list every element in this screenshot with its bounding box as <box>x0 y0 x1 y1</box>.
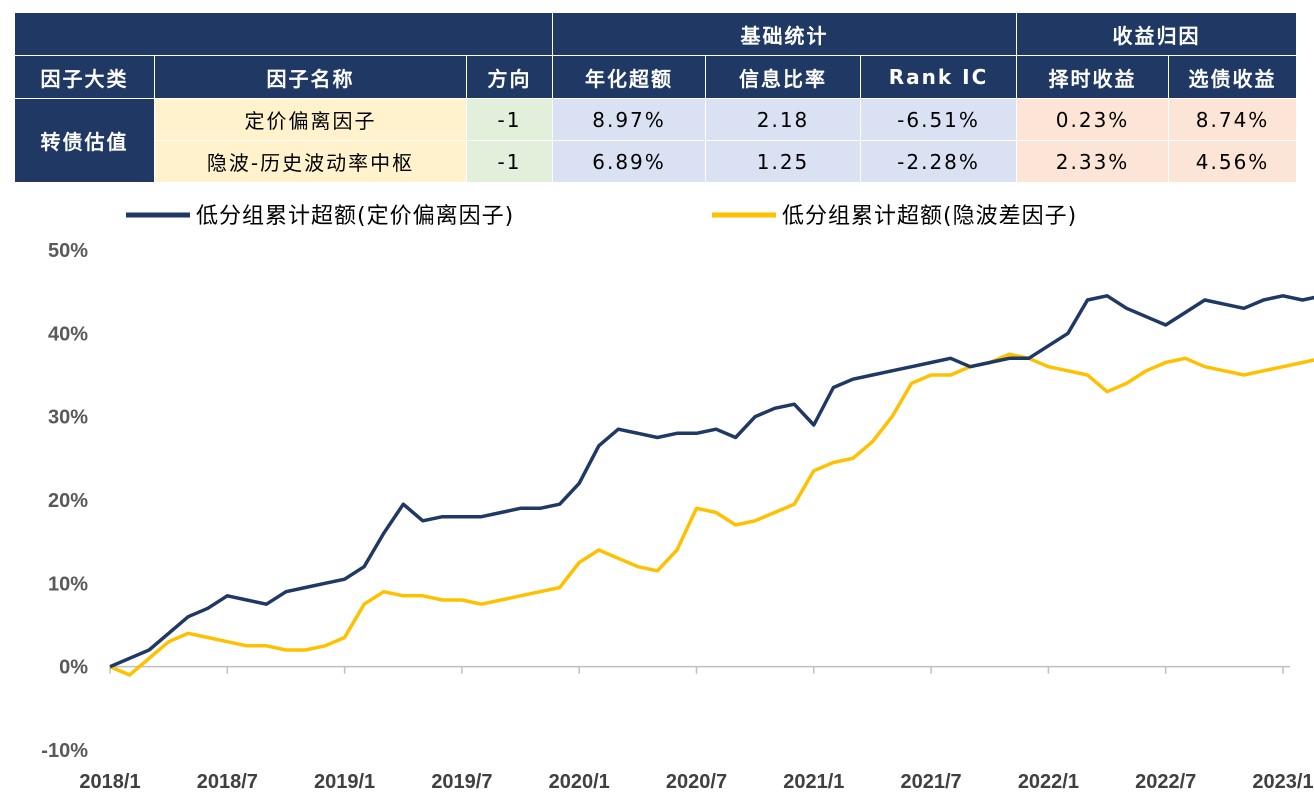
factor-name-cell: 隐波-历史波动率中枢 <box>154 140 467 183</box>
series-line-2 <box>109 352 1314 677</box>
x-tick-label: 2021/7 <box>901 771 962 793</box>
y-tick-label: 20% <box>48 490 88 512</box>
factor-name-cell: 定价偏离因子 <box>154 98 467 141</box>
x-axis: 2018/1 2018/7 2019/1 2019/7 2020/1 2020/7 2021… <box>79 665 1314 793</box>
annual-excess-cell: 6.89% <box>552 140 707 183</box>
legend: 低分组累计超额(定价偏离因子) 低分组累计超额(隐波差因子) <box>126 204 1077 229</box>
y-tick-label: 50% <box>48 240 88 262</box>
col-header-category: 因子大类 <box>14 55 155 99</box>
group-header-blank <box>13 12 554 56</box>
x-tick-label: 2022/1 <box>1018 771 1079 793</box>
table-row: 隐波-历史波动率中枢 -1 6.89% 1.25 -2.28% 2.33% 4.… <box>15 140 1298 183</box>
column-header-row: 因子大类 因子名称 方向 年化超额 信息比率 Rank IC 择时收益 选债收益 <box>14 55 1298 99</box>
x-tick-label: 2020/7 <box>666 771 727 793</box>
info-ratio-cell: 2.18 <box>705 98 862 141</box>
annual-excess-cell: 8.97% <box>552 98 707 141</box>
selection-cell: 4.56% <box>1168 140 1298 183</box>
cumulative-excess-line-chart: 低分组累计超额(定价偏离因子) 低分组累计超额(隐波差因子) 50% 40% 30%… <box>41 204 1314 793</box>
y-tick-label: 0% <box>59 657 88 679</box>
timing-cell: 0.23% <box>1016 98 1170 141</box>
x-tick-label: 2023/1 <box>1252 771 1313 793</box>
info-ratio-cell: 1.25 <box>705 140 862 183</box>
group-header-row: 基础统计 收益归因 <box>13 12 1298 56</box>
direction-cell: -1 <box>465 140 554 183</box>
timing-cell: 2.33% <box>1016 140 1170 183</box>
series-lines <box>109 294 1314 677</box>
col-header-info-ratio: 信息比率 <box>705 55 862 99</box>
col-header-name: 因子名称 <box>154 55 467 99</box>
category-cell: 转债估值 <box>14 98 155 183</box>
x-tick-label: 2019/7 <box>431 771 492 793</box>
direction-cell: -1 <box>465 98 554 141</box>
x-tick-label: 2018/7 <box>197 771 258 793</box>
col-header-timing: 择时收益 <box>1016 55 1170 99</box>
table-row: 转债估值 定价偏离因子 -1 8.97% 2.18 -6.51% 0.23% 8… <box>14 98 1298 183</box>
y-axis: 50% 40% 30% 20% 10% 0% -10% <box>41 240 88 762</box>
col-header-direction: 方向 <box>465 55 554 99</box>
y-tick-label: 30% <box>48 407 88 429</box>
factor-stats-table: 基础统计 收益归因 因子大类 因子名称 方向 年化超额 信息比率 Rank IC… <box>13 12 1298 183</box>
group-header-basic: 基础统计 <box>552 12 1018 56</box>
rank-ic-cell: -6.51% <box>860 98 1018 141</box>
x-tick-label: 2022/7 <box>1135 771 1196 793</box>
selection-cell: 8.74% <box>1168 98 1298 141</box>
legend-label-series-2: 低分组累计超额(隐波差因子) <box>782 204 1077 229</box>
col-header-annual-excess: 年化超额 <box>552 55 707 99</box>
x-tick-label: 2019/1 <box>314 771 375 793</box>
legend-label-series-1: 低分组累计超额(定价偏离因子) <box>196 204 514 229</box>
x-tick-label: 2021/1 <box>783 771 844 793</box>
y-tick-label: 10% <box>48 573 88 595</box>
x-tick-label: 2018/1 <box>79 771 140 793</box>
group-header-attribution: 收益归因 <box>1016 12 1298 56</box>
y-tick-label: -10% <box>41 740 88 762</box>
rank-ic-cell: -2.28% <box>860 140 1018 183</box>
series-line-1 <box>109 294 1314 669</box>
x-tick-label: 2020/1 <box>549 771 610 793</box>
col-header-selection: 选债收益 <box>1168 55 1298 99</box>
y-tick-label: 40% <box>48 323 88 345</box>
col-header-rank-ic: Rank IC <box>860 55 1018 99</box>
